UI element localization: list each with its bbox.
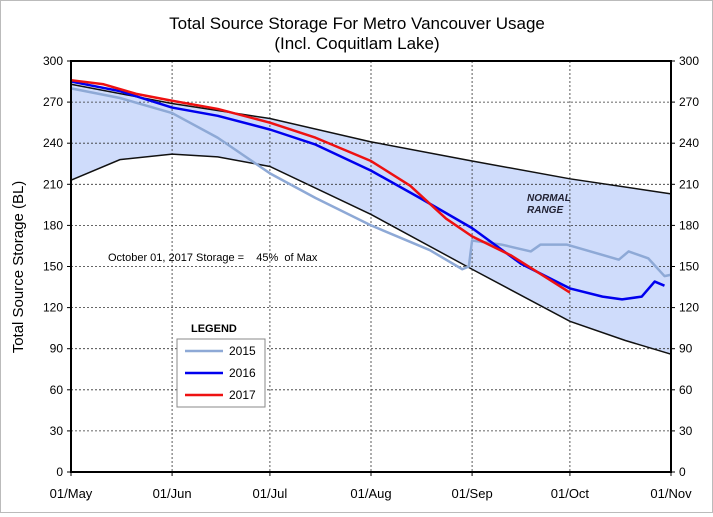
range-upper-line (70, 83, 672, 195)
range-lower-line (70, 153, 672, 355)
legend-label-2017: 2017 (229, 388, 256, 402)
y-tick-label: 180 (43, 218, 63, 232)
y-tick-label-right: 120 (679, 301, 699, 315)
y-tick-label: 210 (43, 177, 63, 191)
x-tick-label: 01/Nov (650, 486, 692, 501)
series-line-2016 (70, 80, 665, 301)
x-tick-label: 01/May (50, 486, 93, 501)
x-tick-label: 01/Jun (153, 486, 192, 501)
y-tick-label: 240 (43, 136, 63, 150)
y-tick-label-right: 300 (679, 54, 699, 68)
y-tick-label-right: 60 (679, 383, 693, 397)
normal-range-label-2: RANGE (527, 205, 563, 216)
y-axis-label: Total Source Storage (BL) (10, 181, 27, 354)
x-tick-label: 01/Aug (350, 486, 391, 501)
series-line-2017 (70, 78, 571, 294)
y-tick-label-right: 180 (679, 218, 699, 232)
y-tick-label: 60 (50, 383, 64, 397)
plot-border (70, 60, 672, 473)
series-line-2015 (70, 87, 672, 278)
y-tick-label: 120 (43, 301, 63, 315)
y-tick-label-right: 0 (679, 465, 686, 479)
y-tick-label-right: 240 (679, 136, 699, 150)
y-tick-label-right: 150 (679, 260, 699, 274)
chart-subtitle: (Incl. Coquitlam Lake) (274, 34, 439, 53)
x-tick-label: 01/Sep (451, 486, 492, 501)
normal-range-label-1: NORMAL (527, 193, 571, 204)
y-tick-label-right: 210 (679, 177, 699, 191)
y-tick-label: 270 (43, 95, 63, 109)
legend: LEGEND 2015 2016 2017 (176, 323, 266, 408)
y-tick-label-right: 90 (679, 342, 693, 356)
x-tick-label: 01/Jul (253, 486, 288, 501)
annotation: October 01, 2017 Storage = 45% of Max (108, 252, 318, 264)
y-tick-label: 150 (43, 260, 63, 274)
y-tick-label-right: 270 (679, 95, 699, 109)
normal-range-band (71, 84, 671, 355)
y-tick-label: 90 (50, 342, 64, 356)
y-tick-label: 0 (56, 465, 63, 479)
y-tick-label-right: 30 (679, 424, 693, 438)
chart-title: Total Source Storage For Metro Vancouver… (169, 14, 545, 33)
x-tick-label: 01/Oct (551, 486, 590, 501)
legend-label-2015: 2015 (229, 344, 256, 358)
y-tick-label: 300 (43, 54, 63, 68)
y-tick-label: 30 (50, 424, 64, 438)
legend-label-2016: 2016 (229, 366, 256, 380)
legend-title: LEGEND (191, 323, 237, 335)
